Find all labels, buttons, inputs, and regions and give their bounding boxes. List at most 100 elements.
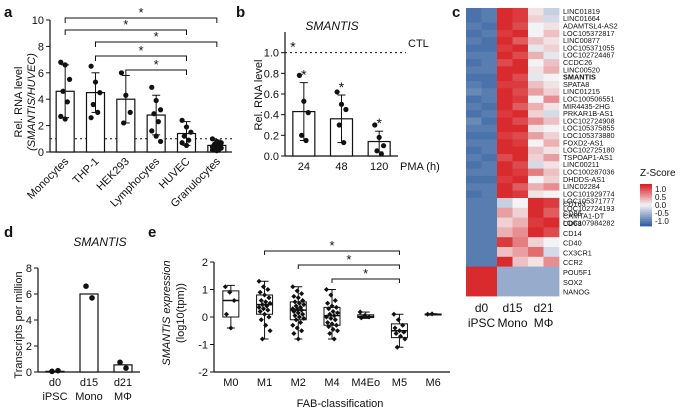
panel-e-data-point bbox=[299, 291, 305, 297]
panel-b-data-point bbox=[299, 132, 305, 138]
panel-e-data-point bbox=[291, 330, 297, 337]
heatmap-top-cell bbox=[497, 139, 513, 148]
heatmap-top-cell bbox=[497, 124, 513, 133]
heatmap-bottom-cell bbox=[497, 217, 513, 228]
panel-e-data-point bbox=[394, 344, 400, 350]
heatmap-top-cell bbox=[543, 124, 560, 133]
heatmap-colorbar-segment bbox=[640, 212, 652, 215]
panel-b-category-label: 48 bbox=[335, 161, 347, 173]
heatmap-top-cell bbox=[497, 8, 513, 16]
panel-a-data-point bbox=[62, 62, 68, 68]
heatmap-top-cell bbox=[481, 102, 498, 111]
heatmap-colorbar-segment bbox=[640, 184, 652, 187]
panel-a-data-point bbox=[153, 97, 159, 104]
heatmap-top-cell bbox=[497, 102, 513, 111]
heatmap-top-cell bbox=[528, 139, 544, 148]
heatmap-bottom-cell bbox=[543, 276, 560, 287]
heatmap-top-cell bbox=[497, 117, 513, 126]
heatmap-top-cell bbox=[528, 66, 544, 75]
heatmap-top-cell bbox=[497, 37, 513, 45]
heatmap-top-cell bbox=[497, 81, 513, 89]
heatmap-colorbar-segment bbox=[640, 196, 652, 199]
heatmap-bottom-cell bbox=[466, 227, 482, 238]
heatmap-top-cell bbox=[481, 8, 498, 16]
panel-e-data-point bbox=[295, 310, 301, 316]
heatmap-colorbar-segment bbox=[640, 194, 652, 197]
panel-a-data-point bbox=[121, 120, 127, 126]
panel-a-significance-star: * bbox=[154, 57, 159, 72]
panel-a-significance-star: * bbox=[123, 17, 128, 32]
heatmap-bottom-cell bbox=[497, 227, 513, 238]
heatmap-bottom-row-label: SOX2 bbox=[563, 278, 582, 287]
panel-e-data-point bbox=[328, 315, 334, 321]
heatmap-top-row-label: LINC00211 bbox=[563, 160, 599, 169]
panel-a-data-point bbox=[183, 124, 190, 130]
heatmap-top-cell bbox=[481, 88, 498, 96]
panel-b-significance-star: * bbox=[376, 115, 382, 131]
heatmap-top-row-label: LINC01215 bbox=[563, 87, 600, 96]
heatmap-top-cell bbox=[543, 117, 560, 126]
heatmap-top-cell bbox=[543, 66, 560, 75]
panel-e-data-point bbox=[299, 328, 305, 334]
panel-e-data-point bbox=[263, 299, 269, 305]
heatmap-top-cell bbox=[497, 146, 513, 155]
heatmap-top-cell bbox=[512, 183, 529, 191]
heatmap-top-cell bbox=[528, 132, 544, 140]
panel-e-data-point bbox=[260, 284, 267, 290]
panel-label-d: d bbox=[4, 224, 13, 241]
heatmap-bottom-cell bbox=[512, 247, 529, 258]
heatmap-top-cell bbox=[481, 154, 498, 162]
panel-a-y-tick-label: 10 bbox=[32, 15, 44, 27]
panel-e-data-point bbox=[290, 284, 296, 290]
heatmap-bottom-cell bbox=[481, 286, 498, 297]
heatmap-top-cell bbox=[466, 8, 482, 16]
heatmap-top-cell bbox=[481, 66, 498, 75]
panel-a-data-point bbox=[151, 111, 157, 117]
heatmap-bottom-cell bbox=[512, 237, 529, 248]
heatmap-bottom-cell bbox=[481, 276, 498, 287]
panel-e-data-point bbox=[295, 336, 301, 342]
panel-label-e: e bbox=[148, 224, 156, 241]
panel-e-data-point bbox=[263, 322, 269, 328]
panel-a-data-point bbox=[181, 133, 187, 139]
panel-b-xlabel: PMA (h) bbox=[400, 161, 440, 173]
heatmap-top-cell bbox=[466, 51, 482, 60]
heatmap-top-row-label: TSPOAP1-AS1 bbox=[563, 153, 613, 162]
panel-e-data-point bbox=[264, 303, 270, 309]
panel-a-y-tick-label: 4 bbox=[38, 94, 44, 106]
heatmap-top-cell bbox=[481, 124, 498, 133]
heatmap-colorbar-tick-label: 0.5 bbox=[655, 193, 667, 202]
panel-e-data-point bbox=[265, 286, 271, 293]
heatmap-top-cell bbox=[466, 132, 482, 140]
heatmap-bottom-cell bbox=[481, 227, 498, 238]
heatmap-top-row-label: CAMTA1-DT bbox=[563, 211, 605, 220]
panel-e-data-point bbox=[323, 286, 330, 293]
heatmap-top-cell bbox=[481, 29, 498, 38]
heatmap-top-cell bbox=[528, 95, 544, 104]
heatmap-bottom-cell bbox=[512, 286, 529, 297]
panel-a-y-tick-label: 2 bbox=[38, 121, 44, 133]
heatmap-bottom-cell bbox=[497, 286, 513, 297]
panel-a-ylabel-sub: (SMANTIS/HUVEC) bbox=[26, 53, 38, 151]
panel-a-data-point bbox=[64, 99, 70, 105]
panel-e-y-tick-label: -2 bbox=[198, 367, 208, 379]
panel-e-data-point bbox=[327, 330, 333, 337]
heatmap-bottom-cell bbox=[512, 276, 529, 287]
heatmap-bottom-cell bbox=[497, 198, 513, 209]
heatmap-top-cell bbox=[497, 161, 513, 169]
heatmap-top-cell bbox=[543, 102, 560, 111]
panel-e-significance-bracket bbox=[297, 264, 400, 269]
heatmap-top-cell bbox=[466, 146, 482, 155]
heatmap-top-cell bbox=[497, 95, 513, 104]
panel-e-data-point bbox=[301, 302, 307, 308]
heatmap-top-cell bbox=[543, 81, 560, 89]
panel-b-significance-star: * bbox=[339, 79, 345, 95]
panel-a-data-point bbox=[60, 88, 66, 94]
heatmap-top-cell bbox=[512, 22, 529, 31]
panel-b-y-tick-label: 0.8 bbox=[264, 68, 279, 80]
panel-a-significance-bracket bbox=[125, 69, 187, 75]
heatmap-top-cell bbox=[528, 124, 544, 133]
heatmap-top-cell bbox=[466, 44, 482, 53]
heatmap-bottom-cell bbox=[466, 217, 482, 228]
